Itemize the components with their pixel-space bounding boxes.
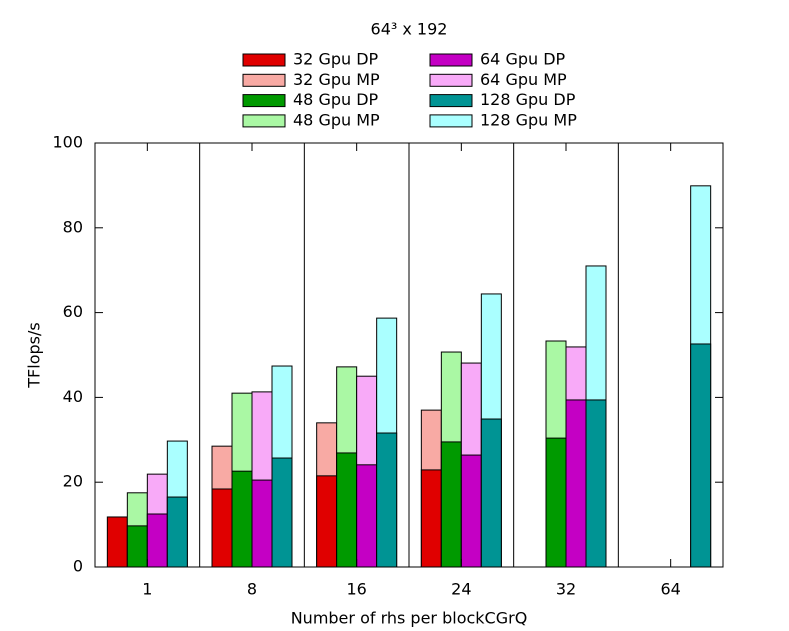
legend-swatch bbox=[429, 53, 473, 67]
bar bbox=[211, 488, 233, 568]
legend-swatch bbox=[242, 73, 286, 87]
legend-label: 128 Gpu MP bbox=[480, 110, 577, 129]
bar bbox=[106, 516, 128, 568]
legend-swatch bbox=[429, 114, 473, 128]
bar bbox=[565, 399, 587, 568]
bar bbox=[420, 469, 442, 568]
y-tick-label: 60 bbox=[63, 302, 83, 321]
plot-frame bbox=[94, 142, 724, 568]
legend-swatch bbox=[429, 73, 473, 87]
legend-swatch bbox=[242, 94, 286, 108]
legend-swatch bbox=[242, 53, 286, 67]
x-axis-label: Number of rhs per blockCGrQ bbox=[291, 609, 528, 628]
bar bbox=[585, 399, 607, 568]
bar bbox=[480, 418, 502, 568]
x-tick-label: 1 bbox=[142, 580, 152, 599]
y-tick-label: 80 bbox=[63, 217, 83, 236]
chart-title: 64³ x 192 bbox=[371, 20, 448, 39]
x-tick-label: 64 bbox=[660, 580, 680, 599]
x-tick-label: 8 bbox=[247, 580, 257, 599]
y-tick-label: 20 bbox=[63, 472, 83, 491]
bar bbox=[231, 470, 253, 568]
y-tick-label: 40 bbox=[63, 387, 83, 406]
bar bbox=[146, 513, 168, 568]
x-tick-label: 24 bbox=[451, 580, 471, 599]
bar bbox=[251, 479, 273, 568]
bar bbox=[545, 437, 567, 568]
bar bbox=[316, 475, 338, 568]
bar bbox=[376, 432, 398, 568]
bar bbox=[356, 464, 378, 568]
legend-label: 64 Gpu MP bbox=[480, 70, 567, 89]
legend-swatch bbox=[429, 94, 473, 108]
bar bbox=[336, 452, 358, 568]
legend-label: 32 Gpu DP bbox=[293, 50, 379, 69]
x-tick-label: 32 bbox=[556, 580, 576, 599]
bar bbox=[166, 496, 188, 568]
bar bbox=[460, 454, 482, 568]
legend-label: 48 Gpu DP bbox=[293, 90, 379, 109]
legend-label: 64 Gpu DP bbox=[480, 50, 566, 69]
y-axis-label: TFlops/s bbox=[25, 322, 44, 388]
y-tick-label: 100 bbox=[52, 133, 83, 152]
bar bbox=[271, 457, 293, 568]
bar bbox=[440, 441, 462, 568]
legend-label: 32 Gpu MP bbox=[293, 70, 380, 89]
legend-label: 48 Gpu MP bbox=[293, 110, 380, 129]
bar bbox=[126, 525, 148, 568]
bar bbox=[690, 343, 712, 568]
legend-label: 128 Gpu DP bbox=[480, 90, 576, 109]
x-tick-label: 16 bbox=[346, 580, 366, 599]
y-tick-label: 0 bbox=[73, 557, 83, 576]
legend-swatch bbox=[242, 114, 286, 128]
